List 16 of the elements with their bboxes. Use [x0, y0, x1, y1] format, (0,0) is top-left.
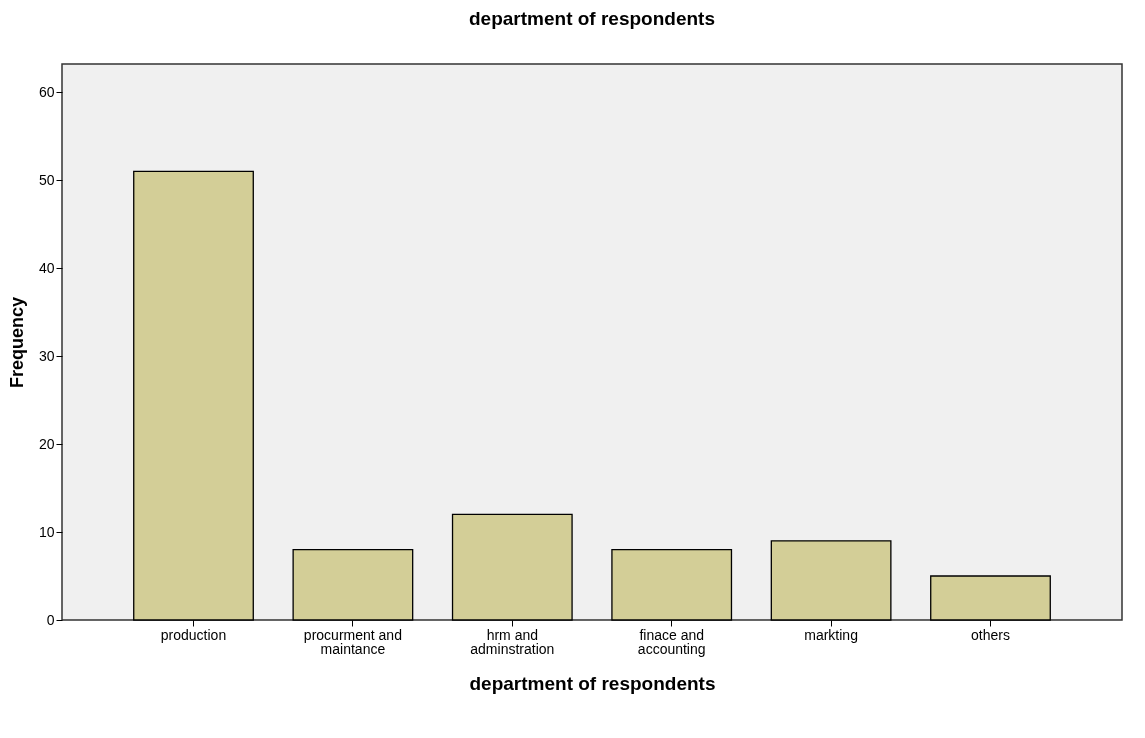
x-tick-label: markting: [804, 626, 858, 643]
x-tick-label: hrm and adminstration: [470, 626, 555, 657]
x-tick-label: finace and accounting: [637, 626, 706, 657]
x-tick-label: procurment and maintance: [303, 626, 402, 657]
x-tick-label: production: [160, 626, 227, 643]
y-tick-label: 50: [38, 171, 55, 188]
y-tick-label: 30: [38, 347, 55, 364]
chart-title: department of respondents: [469, 8, 715, 29]
y-tick-label: 60: [38, 83, 55, 100]
x-axis-title: department of respondents: [469, 672, 716, 694]
y-axis-title: Frequency: [6, 296, 27, 389]
y-tick-label: 10: [38, 523, 55, 540]
y-tick-label: 20: [38, 435, 55, 452]
y-tick-label: 0: [46, 611, 55, 628]
x-tick-label: others: [971, 626, 1010, 643]
y-tick-label: 40: [38, 259, 55, 276]
